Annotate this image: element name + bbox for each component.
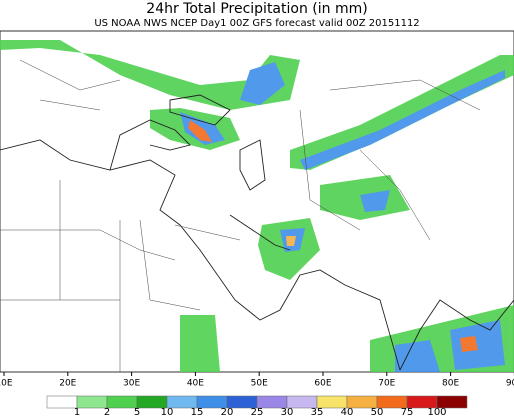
longitude-label: 20E [59, 379, 76, 389]
legend-swatch [106, 395, 138, 409]
legend-label: 75 [401, 407, 414, 417]
legend-swatch [46, 395, 78, 409]
longitude-label: 40E [187, 379, 204, 389]
legend-label: 30 [281, 407, 294, 417]
longitude-label: 50E [251, 379, 268, 389]
longitude-label: 90E [506, 379, 514, 389]
legend-label: 50 [371, 407, 384, 417]
legend-swatch [436, 395, 468, 409]
subtitle: US NOAA NWS NCEP Day1 00Z GFS forecast v… [94, 18, 419, 29]
title: 24hr Total Precipitation (in mm) [146, 1, 367, 17]
legend: 1 2 5 10 15 20 25 30 35 40 50 75 100 [46, 395, 468, 417]
longitude-label: 30E [123, 379, 140, 389]
legend-label: 25 [251, 407, 264, 417]
legend-swatch [76, 395, 108, 409]
longitude-label: 80E [442, 379, 459, 389]
legend-label: 1 [74, 407, 80, 417]
legend-label: 5 [134, 407, 140, 417]
longitude-label: 10E [0, 379, 13, 389]
map [0, 30, 514, 373]
legend-label: 2 [104, 407, 110, 417]
legend-label: 100 [427, 407, 446, 417]
longitude-axis: 10E 20E 30E 40E 50E 60E 70E 80E 90E [0, 372, 514, 389]
legend-label: 35 [311, 407, 324, 417]
longitude-label: 70E [378, 379, 395, 389]
legend-label: 20 [221, 407, 234, 417]
legend-label: 10 [161, 407, 174, 417]
legend-label: 15 [191, 407, 204, 417]
precipitation [0, 40, 514, 372]
longitude-label: 60E [314, 379, 331, 389]
legend-label: 40 [341, 407, 354, 417]
